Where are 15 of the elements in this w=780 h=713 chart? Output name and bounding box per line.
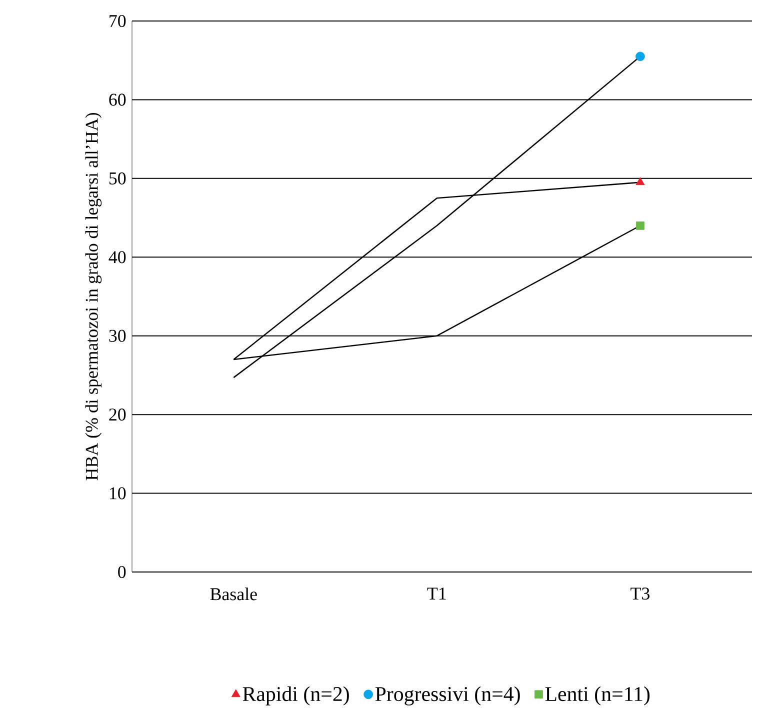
y-tick-label: 60 <box>109 94 126 106</box>
x-tick-label: T3 <box>630 588 650 600</box>
y-tick-label: 70 <box>110 14 126 28</box>
y-tick-label: 10 <box>110 487 126 500</box>
legend-label: Lenti (n=11) <box>545 686 650 706</box>
y-tick-label: 30 <box>109 330 126 342</box>
x-tick-label: T1 <box>427 588 446 600</box>
y-tick-label: 20 <box>109 408 126 421</box>
legend-label: Rapidi (n=2) <box>242 686 349 706</box>
y-tick-label: 50 <box>109 172 126 184</box>
y-axis-title: HBA (% di spermatozoi in grado di legarsi all’HA) <box>85 112 102 480</box>
y-tick-label: 0 <box>118 566 126 578</box>
x-tick-label: Basale <box>210 588 257 600</box>
y-tick-label: 40 <box>108 251 126 264</box>
legend-label: Progressivi (n=4) <box>375 686 520 706</box>
